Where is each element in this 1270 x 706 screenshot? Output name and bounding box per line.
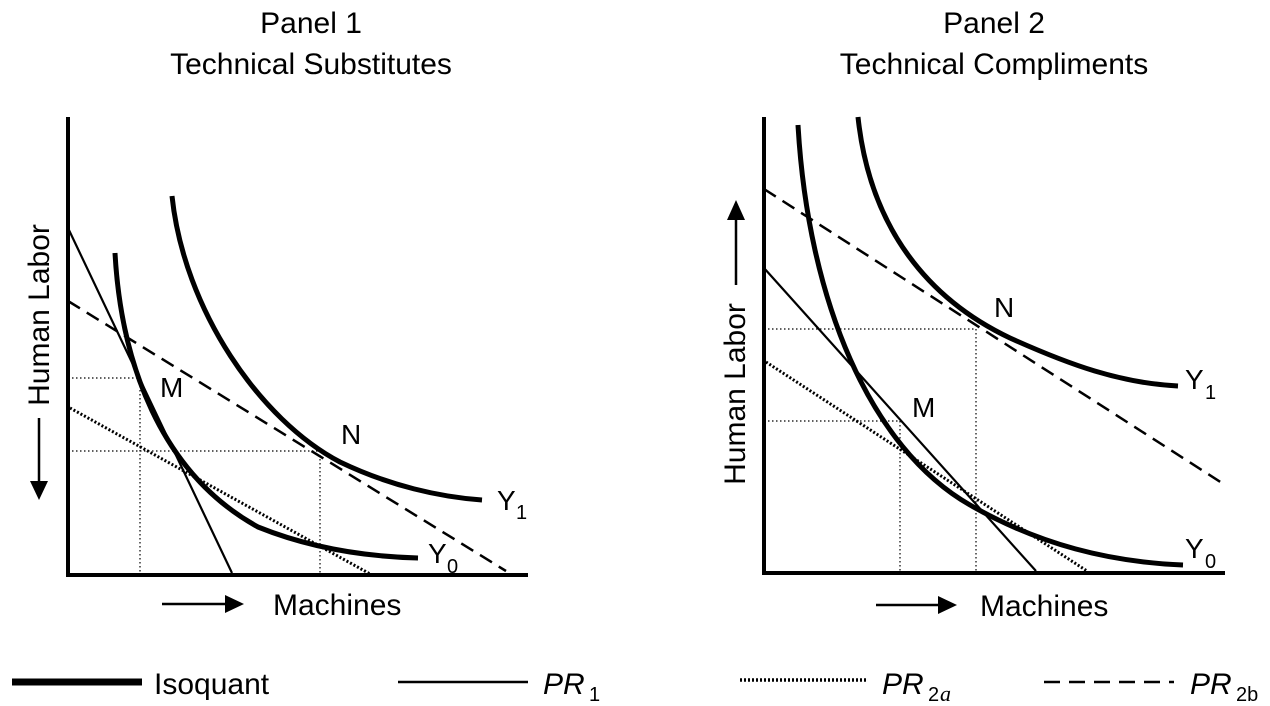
panel-2-isoquant-y0 [795,124,1184,568]
panel-1-point-n: N [341,419,361,450]
panel-1-x-axis-label: Machines [273,589,401,622]
panel-2-point-n: N [994,292,1014,323]
panel-2-isoquant-y1 [855,116,1179,389]
panel-1-title: Panel 1 [260,7,362,40]
panel-1-point-m: M [160,372,183,403]
panel-2-x-arrow-icon [876,596,957,614]
panel-1-label-y0: Y [428,538,447,569]
panel-1-x-arrow-icon [162,595,244,613]
legend-label-isoquant: Isoquant [154,668,270,701]
legend-label-pr2a-sub-number: 2 [928,684,939,706]
legend-label-pr1-sub: 1 [589,684,600,706]
legend-label-pr2a: PR [882,668,924,701]
panel-1-axes [66,117,528,577]
legend-item-isoquant: Isoquant [12,668,270,701]
panel-2-label-y1: Y [1185,364,1204,395]
legend-item-pr2b: PR 2b [1044,668,1258,706]
panel-2-subtitle: Technical Compliments [840,48,1148,81]
panel-1-isoquant-y0 [112,252,419,561]
panel-1-pr2b-line [67,299,507,573]
panel-2-x-axis-label: Machines [980,590,1108,623]
panel-2-guides [764,328,977,573]
panel-1-y-axis-label: Human Labor [23,224,56,406]
panel-2-y-axis-label: Human Labor [719,303,752,485]
panel-1-subtitle: Technical Substitutes [170,48,452,81]
panel-2-point-m: M [912,392,935,423]
panel-2-pr2b-line [763,187,1223,485]
legend-label-pr2b: PR [1190,668,1232,701]
panel-1-label-y0-sub: 0 [447,556,458,578]
panel-1-label-y1-sub: 1 [516,502,527,524]
panel-2-label-y1-sub: 1 [1205,382,1216,404]
panel-2-pr1-line [763,267,1037,572]
legend-item-pr2a: PR 2 a [740,668,951,706]
legend-label-pr2b-sub: 2b [1236,684,1258,706]
legend-label-pr2a-sub-letter: a [940,681,951,706]
panel-2-label-y0-sub: 0 [1205,551,1216,573]
legend-item-pr1: PR 1 [398,668,600,706]
legend: Isoquant PR 1 PR 2 a PR 2b [12,668,1258,706]
legend-label-pr1: PR [543,668,585,701]
panel-1-pr2a-line [69,406,373,577]
panel-1-y-arrow-icon [30,418,48,500]
panel-2-label-y0: Y [1185,533,1204,564]
panel-2-y-arrow-icon [727,200,745,285]
panel-1: Panel 1 Technical Substitutes M N Y 1 Y … [23,7,528,622]
panel-1-guides [68,377,321,575]
panel-1-label-y1: Y [497,485,516,516]
panel-2: Panel 2 Technical Compliments M N Y 1 Y … [719,7,1225,623]
panel-1-isoquant-y1 [169,195,483,503]
panel-2-title: Panel 2 [943,7,1045,40]
